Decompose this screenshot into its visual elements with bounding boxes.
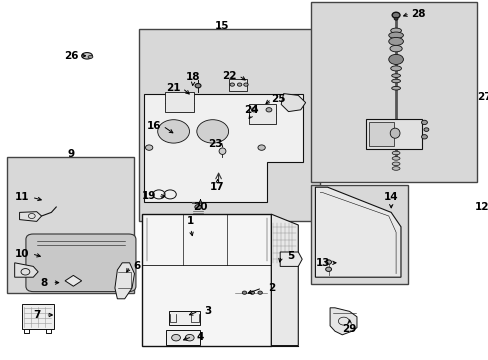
Ellipse shape: [171, 334, 180, 341]
Polygon shape: [329, 308, 356, 335]
Ellipse shape: [243, 83, 248, 86]
Ellipse shape: [237, 83, 241, 86]
Text: 9: 9: [67, 149, 74, 159]
Polygon shape: [142, 214, 271, 346]
Text: 12: 12: [473, 202, 488, 212]
Text: 18: 18: [185, 72, 200, 82]
Text: 7: 7: [33, 310, 41, 320]
Text: 20: 20: [193, 202, 207, 212]
Bar: [310, 2, 476, 182]
Bar: [7, 157, 134, 293]
Text: 29: 29: [342, 324, 356, 334]
Ellipse shape: [196, 120, 228, 143]
Text: 1: 1: [187, 216, 194, 226]
Text: 6: 6: [133, 261, 140, 271]
Polygon shape: [65, 275, 81, 286]
Ellipse shape: [242, 291, 246, 294]
Ellipse shape: [423, 128, 428, 131]
Text: 23: 23: [207, 139, 222, 149]
Bar: [139, 29, 320, 221]
Text: 26: 26: [63, 51, 78, 61]
Text: 28: 28: [410, 9, 425, 19]
Ellipse shape: [325, 260, 331, 264]
Ellipse shape: [185, 334, 194, 341]
Text: 22: 22: [222, 71, 237, 81]
Ellipse shape: [391, 157, 399, 160]
Ellipse shape: [325, 267, 331, 271]
Ellipse shape: [265, 108, 271, 112]
Text: 13: 13: [315, 258, 329, 268]
Ellipse shape: [229, 83, 234, 86]
Ellipse shape: [390, 66, 401, 71]
Ellipse shape: [421, 135, 427, 139]
Text: 14: 14: [383, 192, 398, 202]
Bar: [22, 304, 54, 329]
Ellipse shape: [391, 162, 399, 166]
Bar: [365, 119, 421, 149]
Polygon shape: [144, 94, 303, 202]
Polygon shape: [20, 212, 41, 221]
Ellipse shape: [393, 17, 397, 20]
Text: 17: 17: [210, 182, 224, 192]
Ellipse shape: [195, 84, 201, 88]
Text: 19: 19: [142, 191, 156, 201]
Text: 2: 2: [267, 283, 274, 293]
FancyBboxPatch shape: [26, 234, 136, 292]
Text: 8: 8: [41, 278, 47, 288]
Text: 10: 10: [15, 249, 29, 259]
Bar: [228, 79, 247, 91]
Polygon shape: [280, 252, 302, 266]
Bar: [166, 330, 200, 345]
Ellipse shape: [391, 86, 400, 90]
Text: 16: 16: [146, 121, 161, 131]
Bar: [368, 122, 393, 146]
Ellipse shape: [390, 28, 401, 33]
Bar: [310, 185, 407, 284]
Ellipse shape: [194, 204, 201, 209]
Bar: [164, 92, 194, 112]
Ellipse shape: [219, 148, 225, 154]
Ellipse shape: [258, 145, 265, 150]
Ellipse shape: [388, 37, 403, 45]
Text: 21: 21: [166, 83, 181, 93]
Ellipse shape: [251, 108, 257, 112]
Text: 15: 15: [215, 21, 229, 31]
Text: 24: 24: [244, 105, 259, 115]
Text: 3: 3: [204, 306, 211, 316]
Ellipse shape: [391, 79, 400, 83]
Polygon shape: [315, 187, 400, 277]
Ellipse shape: [391, 151, 399, 155]
Ellipse shape: [258, 291, 262, 294]
Ellipse shape: [391, 74, 400, 77]
Ellipse shape: [145, 145, 153, 150]
Ellipse shape: [88, 55, 93, 58]
Polygon shape: [281, 94, 305, 112]
Ellipse shape: [389, 128, 399, 138]
Ellipse shape: [391, 12, 399, 18]
Polygon shape: [271, 214, 298, 346]
Text: 5: 5: [287, 251, 294, 261]
Bar: [249, 104, 276, 124]
Ellipse shape: [81, 53, 92, 59]
Text: 4: 4: [196, 332, 204, 342]
Ellipse shape: [388, 32, 403, 39]
Ellipse shape: [249, 291, 254, 294]
Bar: [168, 311, 200, 325]
Ellipse shape: [157, 120, 189, 143]
Text: 27: 27: [476, 92, 488, 102]
Polygon shape: [115, 263, 134, 299]
Text: 11: 11: [15, 192, 29, 202]
Polygon shape: [15, 263, 38, 277]
Text: 25: 25: [271, 94, 285, 104]
Ellipse shape: [391, 167, 399, 170]
Ellipse shape: [388, 54, 403, 64]
Ellipse shape: [389, 45, 401, 52]
Ellipse shape: [421, 120, 427, 125]
